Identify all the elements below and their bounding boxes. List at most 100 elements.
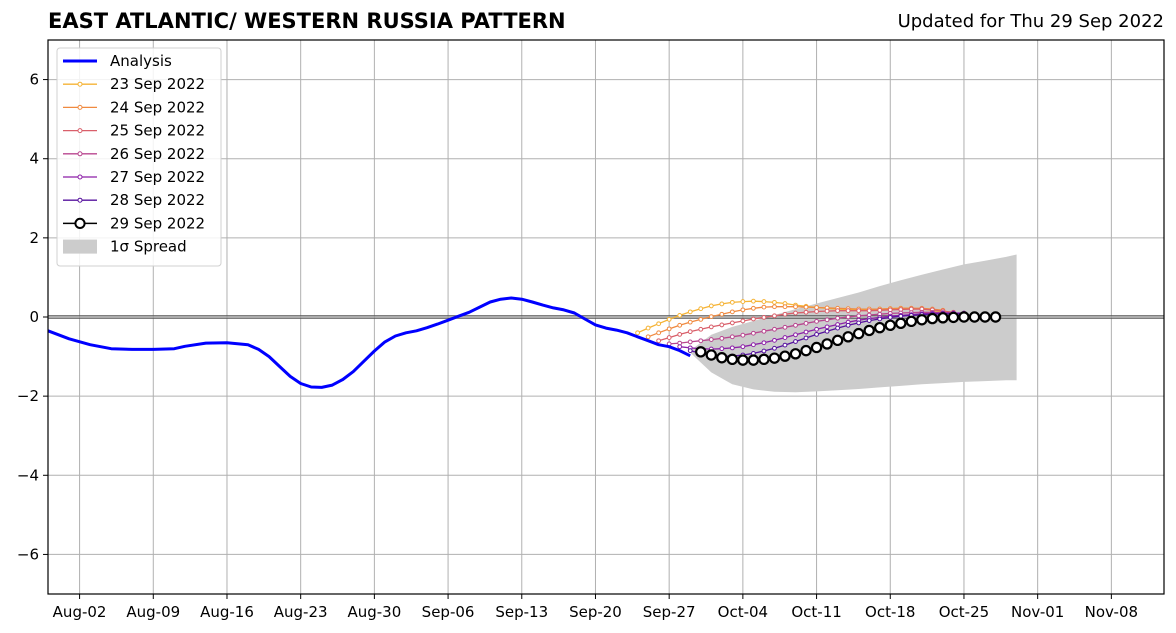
- legend-label: 29 Sep 2022: [110, 214, 205, 232]
- forecast-point: [814, 318, 819, 324]
- forecast-point: [772, 326, 777, 332]
- forecast-point: [719, 346, 725, 352]
- forecast-point: [772, 345, 777, 351]
- forecast-point: [835, 315, 841, 321]
- forecast-point: [687, 309, 693, 315]
- y-tick-label: −2: [17, 387, 39, 405]
- forecast-point: [719, 335, 725, 341]
- forecast-point: [729, 299, 735, 305]
- forecast-point: [758, 353, 770, 366]
- forecast-point: [831, 334, 844, 347]
- forecast-point: [958, 311, 970, 323]
- forecast-point: [968, 311, 981, 323]
- y-tick-label: 0: [29, 308, 39, 326]
- forecast-point: [761, 299, 767, 304]
- forecast-point: [856, 313, 862, 319]
- spread-band: [690, 254, 1017, 393]
- forecast-point: [887, 314, 893, 320]
- forecast-point: [656, 330, 662, 336]
- forecast-point: [898, 313, 904, 319]
- forecast-point: [874, 321, 886, 334]
- y-tick-label: 6: [29, 71, 39, 89]
- forecast-point: [782, 342, 788, 348]
- forecast-point: [740, 299, 746, 304]
- forecast-point: [708, 303, 714, 309]
- forecast-point: [687, 339, 693, 345]
- forecast-point: [835, 325, 841, 331]
- forecast-point: [793, 304, 798, 310]
- legend-label: 1σ Spread: [110, 238, 187, 256]
- x-tick-label: Aug-02: [53, 603, 107, 621]
- forecast-point: [687, 329, 693, 335]
- forecast-point: [687, 348, 693, 354]
- y-tick-label: −4: [17, 466, 39, 484]
- forecast-point: [866, 318, 872, 323]
- legend-handle-marker: [77, 151, 83, 157]
- forecast-point: [926, 312, 939, 325]
- forecast-point: [705, 349, 717, 361]
- forecast-point: [708, 314, 714, 320]
- forecast-point: [779, 350, 791, 362]
- forecast-point: [916, 314, 928, 326]
- forecast-point: [947, 311, 960, 324]
- forecast-point: [782, 311, 788, 317]
- forecast-point: [824, 324, 830, 330]
- forecast-point: [989, 311, 1002, 323]
- forecast-point: [750, 330, 756, 336]
- forecast-point: [656, 321, 662, 327]
- forecast-point: [845, 322, 851, 328]
- forecast-point: [761, 314, 767, 320]
- forecast-point: [979, 311, 991, 323]
- y-tick-label: 2: [29, 229, 39, 247]
- legend-label: Analysis: [110, 52, 172, 70]
- forecast-point: [814, 305, 819, 310]
- forecast-point: [789, 348, 802, 360]
- x-tick-label: Sep-13: [495, 603, 548, 621]
- legend-label: 24 Sep 2022: [110, 98, 205, 116]
- forecast-point: [666, 326, 672, 332]
- x-tick-label: Aug-23: [274, 603, 328, 621]
- forecast-point: [708, 324, 714, 330]
- x-tick-label: Sep-27: [643, 603, 696, 621]
- legend: Analysis 23 Sep 2022 24 Sep 2022 25 Sep 202…: [56, 47, 222, 267]
- x-tick-label: Sep-20: [569, 603, 622, 621]
- forecast-point: [821, 338, 833, 350]
- x-tick-label: Sep-06: [422, 603, 475, 621]
- forecast-point: [750, 305, 756, 311]
- forecast-point: [729, 320, 735, 326]
- forecast-point: [666, 335, 672, 340]
- legend-handle-marker: [77, 174, 83, 180]
- forecast-point: [747, 354, 760, 366]
- forecast-point: [884, 319, 896, 332]
- analysis-line: [47, 296, 691, 389]
- forecast-point: [677, 322, 683, 328]
- forecast-point: [740, 318, 746, 324]
- forecast-point: [814, 326, 819, 332]
- forecast-point: [852, 327, 865, 340]
- x-tick-label: Oct-18: [865, 603, 915, 621]
- forecast-point: [772, 337, 777, 343]
- forecast-point: [695, 346, 707, 358]
- forecast-point: [708, 337, 714, 342]
- x-tick-label: Oct-25: [939, 603, 989, 621]
- y-tick-label: 4: [29, 150, 39, 168]
- forecast-point: [824, 308, 830, 314]
- chart-subtitle: Updated for Thu 29 Sep 2022: [897, 11, 1164, 32]
- forecast-point: [856, 320, 862, 326]
- forecast-series: [656, 306, 956, 344]
- forecast-point: [793, 332, 798, 338]
- forecast-point: [677, 313, 683, 318]
- forecast-point: [719, 301, 725, 307]
- forecast-point: [768, 352, 781, 364]
- forecast-point: [750, 298, 756, 304]
- forecast-point: [772, 313, 777, 319]
- forecast-point: [803, 329, 809, 335]
- forecast-point: [866, 308, 872, 314]
- series: [47, 296, 1002, 389]
- forecast-point: [877, 316, 883, 322]
- legend-handle-marker: [77, 104, 83, 110]
- forecast-point: [740, 332, 746, 338]
- x-tick-label: Aug-09: [126, 603, 180, 621]
- forecast-point: [793, 310, 798, 316]
